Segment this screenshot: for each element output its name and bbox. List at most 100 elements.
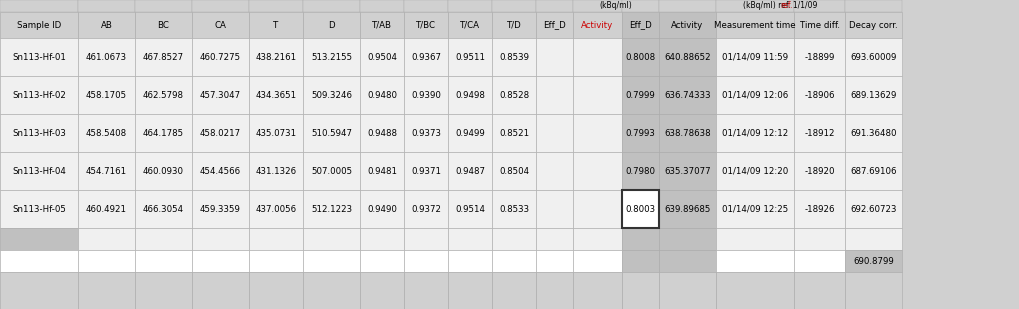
- Text: 461.0673: 461.0673: [86, 53, 127, 61]
- Text: 0.9367: 0.9367: [411, 53, 441, 61]
- Bar: [0, 228, 78, 250]
- Bar: [716, 272, 794, 309]
- Bar: [845, 228, 902, 250]
- Bar: [659, 12, 716, 38]
- Bar: [78, 190, 135, 228]
- Bar: [659, 250, 716, 272]
- Bar: [794, 12, 845, 38]
- Bar: [249, 152, 303, 190]
- Text: 507.0005: 507.0005: [311, 167, 352, 176]
- Bar: [659, 76, 716, 114]
- Text: 0.9371: 0.9371: [411, 167, 441, 176]
- Text: 0.9499: 0.9499: [455, 129, 485, 138]
- Bar: [404, 272, 448, 309]
- Bar: [360, 250, 404, 272]
- Bar: [794, 228, 845, 250]
- Bar: [360, 152, 404, 190]
- Bar: [192, 114, 249, 152]
- Bar: [78, 114, 135, 152]
- Bar: [536, 0, 573, 12]
- Bar: [78, 228, 135, 250]
- Bar: [404, 190, 448, 228]
- Bar: [573, 272, 622, 309]
- Bar: [794, 76, 845, 114]
- Text: 438.2161: 438.2161: [256, 53, 297, 61]
- Text: -18906: -18906: [804, 91, 835, 99]
- Text: T/CA: T/CA: [460, 20, 480, 29]
- Bar: [0, 114, 78, 152]
- Bar: [448, 114, 492, 152]
- Text: 01/14/09 12:20: 01/14/09 12:20: [721, 167, 788, 176]
- Text: 462.5798: 462.5798: [143, 91, 184, 99]
- Bar: [404, 38, 448, 76]
- Bar: [448, 38, 492, 76]
- Bar: [303, 190, 360, 228]
- Bar: [716, 250, 794, 272]
- Bar: [192, 152, 249, 190]
- Text: T/D: T/D: [506, 20, 522, 29]
- Bar: [192, 272, 249, 309]
- Bar: [492, 114, 536, 152]
- Bar: [448, 12, 492, 38]
- Bar: [360, 12, 404, 38]
- Bar: [622, 190, 659, 228]
- Bar: [448, 272, 492, 309]
- Bar: [659, 152, 716, 190]
- Bar: [249, 76, 303, 114]
- Bar: [622, 76, 659, 114]
- Bar: [492, 0, 536, 12]
- Bar: [573, 250, 622, 272]
- Bar: [492, 12, 536, 38]
- Text: 435.0731: 435.0731: [256, 129, 297, 138]
- Text: 466.3054: 466.3054: [143, 205, 184, 214]
- Bar: [622, 12, 659, 38]
- Bar: [794, 38, 845, 76]
- Bar: [794, 190, 845, 228]
- Bar: [303, 250, 360, 272]
- Bar: [0, 190, 78, 228]
- Bar: [536, 250, 573, 272]
- Bar: [659, 272, 716, 309]
- Bar: [573, 190, 622, 228]
- Bar: [404, 114, 448, 152]
- Bar: [360, 114, 404, 152]
- Bar: [404, 152, 448, 190]
- Text: 0.8533: 0.8533: [499, 205, 529, 214]
- Bar: [492, 228, 536, 250]
- Bar: [360, 38, 404, 76]
- Bar: [845, 0, 902, 12]
- Text: 0.9480: 0.9480: [367, 91, 397, 99]
- Bar: [659, 228, 716, 250]
- Bar: [448, 0, 492, 12]
- Text: Sn113-Hf-03: Sn113-Hf-03: [12, 129, 66, 138]
- Text: 635.37077: 635.37077: [664, 167, 711, 176]
- Text: 0.9481: 0.9481: [367, 167, 397, 176]
- Text: 01/14/09 12:25: 01/14/09 12:25: [721, 205, 788, 214]
- Text: 0.9498: 0.9498: [455, 91, 485, 99]
- Bar: [192, 228, 249, 250]
- Bar: [536, 190, 573, 228]
- Text: (kBq/ml) ref. 1/1/09: (kBq/ml) ref. 1/1/09: [743, 2, 817, 11]
- Bar: [404, 228, 448, 250]
- Bar: [249, 250, 303, 272]
- Bar: [492, 190, 536, 228]
- Text: 0.8539: 0.8539: [499, 53, 529, 61]
- Bar: [659, 38, 716, 76]
- Bar: [845, 38, 902, 76]
- Text: 639.89685: 639.89685: [664, 205, 710, 214]
- Bar: [360, 228, 404, 250]
- Text: 0.8504: 0.8504: [499, 167, 529, 176]
- Text: 0.9514: 0.9514: [455, 205, 485, 214]
- Text: 0.9504: 0.9504: [367, 53, 397, 61]
- Text: 0.9490: 0.9490: [367, 205, 397, 214]
- Bar: [192, 0, 249, 12]
- Bar: [135, 0, 192, 12]
- Text: 636.74333: 636.74333: [664, 91, 711, 99]
- Bar: [448, 190, 492, 228]
- Text: Time diff.: Time diff.: [800, 20, 840, 29]
- Text: -18926: -18926: [804, 205, 835, 214]
- Bar: [659, 190, 716, 228]
- Text: D: D: [328, 20, 335, 29]
- Bar: [492, 76, 536, 114]
- Text: 510.5947: 510.5947: [311, 129, 352, 138]
